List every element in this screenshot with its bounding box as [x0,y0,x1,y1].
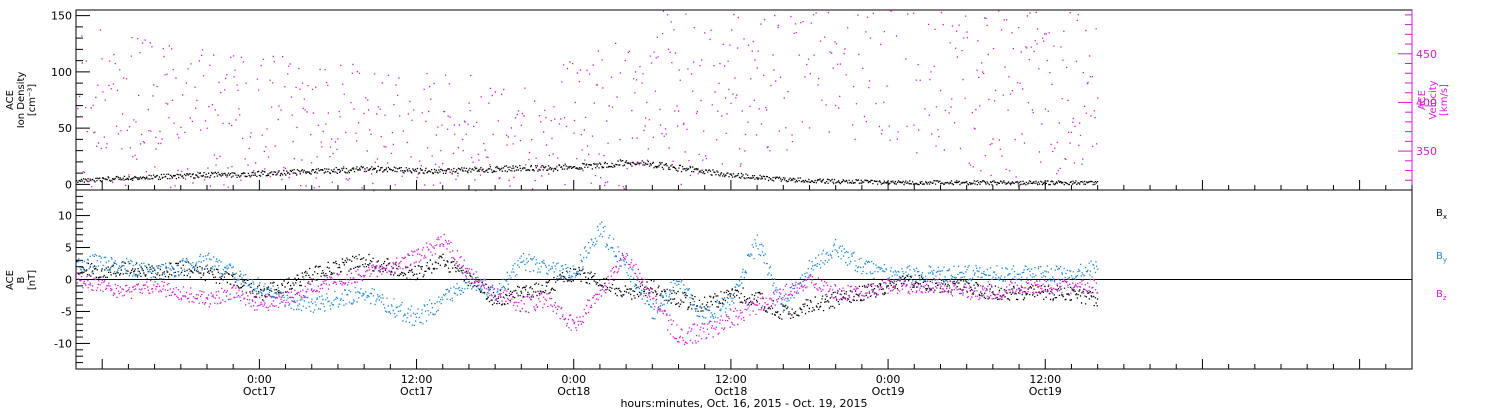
x-axis: 0:00Oct1712:00Oct170:00Oct1812:00Oct180:… [75,180,1413,398]
x-tick-time-label: 12:00 [1029,373,1061,386]
density-points [76,159,1099,186]
b-axis-label-line: ACE [5,270,16,290]
velocity-axis-tick-label: 350 [1416,145,1437,158]
velocity-points [77,10,1099,192]
density-axis-tick-label: 0 [65,178,72,191]
bz-points [76,233,1099,346]
x-tick-time-label: 0:00 [561,373,586,386]
b-axis-tick-label: 0 [65,274,72,287]
x-tick-date-label: Oct18 [714,385,747,398]
legend-bx: Bx [1436,208,1447,221]
b-axis-label-line: B [16,276,27,283]
b-axis-tick-label: -5 [61,305,72,318]
x-tick-date-label: Oct17 [243,385,276,398]
x-axis-label: hours:minutes, Oct. 16, 2015 - Oct. 19, … [620,397,867,410]
density-axis-tick-label: 100 [51,66,72,79]
density-axis-label-line: ACE [5,90,16,110]
velocity-axis-label-line: Velocity [1428,80,1439,119]
x-tick-time-label: 0:00 [876,373,901,386]
density-axis-label-line: [cm⁻³] [27,84,38,116]
x-tick-date-label: Oct18 [557,385,590,398]
velocity-axis-label-line: ACE [1417,90,1428,110]
x-tick-time-label: 0:00 [247,373,272,386]
legend-by: By [1436,251,1447,264]
b-axis-tick-label: 10 [58,210,72,223]
velocity-axis-tick-label: 450 [1416,48,1437,61]
velocity-axis-label-line: [km/s] [1439,84,1450,116]
x-tick-date-label: Oct19 [872,385,905,398]
legend-bz: Bz [1436,289,1447,302]
density-axis-label-line: Ion Density [16,72,27,129]
x-tick-date-label: Oct19 [1029,385,1062,398]
bottom-panel: -10 -5 0 5 10 ACE B [nT] Bx By Bz [5,189,1447,370]
x-tick-date-label: Oct17 [400,385,433,398]
x-tick-time-label: 12:00 [401,373,433,386]
top-panel-frame [75,9,1413,191]
density-axis-tick-label: 50 [58,122,72,135]
b-axis-tick-label: -10 [54,337,72,350]
x-tick-time-label: 12:00 [715,373,747,386]
b-axis-tick-label: 5 [65,242,72,255]
b-axis-label-line: [nT] [27,270,38,290]
velocity-axis-tick-label: 400 [1416,96,1437,109]
by-points [76,221,1099,326]
bx-points [76,253,1099,320]
density-axis-tick-label: 150 [51,10,72,23]
